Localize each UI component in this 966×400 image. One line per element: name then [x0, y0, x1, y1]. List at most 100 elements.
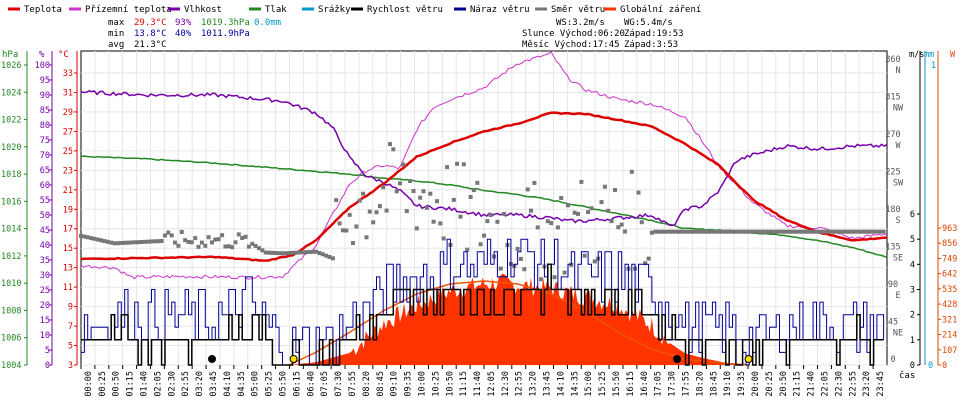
- axis-dir-compass: W: [895, 141, 901, 151]
- wind-direction-point: [848, 229, 853, 234]
- wind-direction-point: [273, 251, 278, 255]
- info-sunset: Západ:19:53: [624, 29, 684, 39]
- wind-direction-point: [518, 256, 523, 261]
- wind-direction-point: [317, 251, 322, 255]
- wind-direction-point: [455, 161, 460, 166]
- wind-direction-point: [794, 229, 799, 234]
- wind-direction-point: [404, 209, 409, 214]
- axis-w-label: 642: [942, 270, 957, 280]
- wind-direction-point: [270, 250, 275, 255]
- wind-direction-point: [827, 229, 832, 234]
- wind-direction-point: [250, 241, 255, 246]
- wind-direction-point: [737, 229, 742, 234]
- wind-direction-point: [643, 261, 648, 266]
- wind-direction-point: [307, 250, 312, 254]
- wind-direction-point: [482, 233, 486, 238]
- wind-direction-point: [290, 250, 295, 255]
- wind-direction-point: [280, 251, 285, 256]
- axis-c-label: 7: [68, 322, 73, 332]
- wind-direction-point: [539, 277, 544, 282]
- axis-pct-unit: %: [39, 50, 45, 60]
- wind-direction-point: [351, 241, 355, 246]
- axis-c-label: 9: [68, 303, 73, 313]
- wind-direction-point: [599, 200, 604, 205]
- wind-direction-point: [461, 162, 466, 167]
- wind-direction-point: [864, 229, 869, 234]
- wind-direction-point: [199, 240, 204, 245]
- axis-dir-compass: S: [895, 216, 900, 226]
- axis-dir-label: 90: [888, 280, 898, 290]
- axis-pct-label: 65: [40, 166, 50, 176]
- info-moonset: Západ:3:53: [624, 40, 678, 50]
- wind-direction-point: [817, 229, 822, 234]
- axis-hpa-unit: hPa: [2, 50, 18, 60]
- x-tick-label: 10:50: [445, 371, 455, 397]
- axis-dir-compass: E: [895, 291, 900, 301]
- stats-value: 21.3°C: [134, 40, 167, 50]
- x-tick-label: 13:45: [543, 371, 553, 397]
- x-tick-label: 15:00: [584, 371, 594, 397]
- wind-direction-point: [579, 179, 584, 184]
- wind-direction-point: [744, 229, 748, 234]
- stats-value: 1019.3hPa: [201, 18, 250, 28]
- wind-direction-point: [169, 233, 174, 238]
- wind-direction-point: [189, 240, 194, 245]
- axis-c-label: 3: [68, 361, 73, 371]
- wind-direction-point: [176, 243, 181, 248]
- wind-direction-point: [260, 248, 265, 253]
- axis-w-label: 749: [942, 254, 957, 264]
- wind-direction-point: [478, 242, 483, 247]
- wind-direction-point: [821, 229, 826, 234]
- x-tick-label: 02:30: [167, 371, 177, 397]
- wind-direction-point: [774, 229, 779, 234]
- wind-direction-point: [562, 270, 567, 275]
- wind-direction-point: [334, 198, 339, 203]
- x-tick-label: 21:15: [793, 371, 803, 397]
- wind-direction-point: [263, 250, 268, 255]
- wind-direction-point: [529, 208, 533, 213]
- wind-direction-point: [230, 245, 235, 250]
- axis-hpa-label: 1024: [1, 88, 21, 98]
- x-tick-label: 01:40: [140, 371, 150, 397]
- wind-direction-point: [475, 180, 480, 185]
- axis-c-label: 21: [63, 186, 73, 196]
- wind-direction-point: [320, 252, 325, 257]
- series-theoretical-radiation: [288, 280, 750, 366]
- wind-direction-point: [226, 244, 231, 249]
- axis-hpa-label: 1006: [1, 334, 21, 344]
- wind-direction-point: [673, 229, 678, 234]
- x-tick-label: 15:50: [612, 371, 622, 397]
- series-humidity: [80, 89, 888, 227]
- axis-w-label: 0: [942, 361, 947, 371]
- wind-direction-point: [727, 229, 732, 234]
- axis-dir-compass: NW: [893, 104, 904, 114]
- axis-c-label: 19: [63, 205, 73, 215]
- wind-direction-point: [807, 229, 812, 234]
- stats-panel: max 29.3°C 93% 1019.3hPa 0.0mm min 13.8°C 40% 10…: [108, 18, 684, 65]
- axis-hpa-label: 1020: [1, 143, 21, 153]
- stats-value: 0.0mm: [254, 18, 281, 28]
- wind-direction-point: [838, 229, 842, 234]
- axis-c-label: 33: [63, 69, 73, 79]
- wind-direction-point: [723, 229, 728, 234]
- wind-direction-point: [488, 213, 493, 218]
- wind-direction-point: [109, 240, 114, 245]
- wind-direction-point: [183, 238, 188, 243]
- axis-pct-label: 95: [40, 76, 50, 86]
- wind-direction-point: [314, 249, 319, 254]
- axis-dir-label: 315: [885, 93, 900, 103]
- legend-label: Náraz větru: [470, 5, 530, 15]
- stats-value: 40%: [175, 29, 192, 39]
- wind-direction-point: [206, 235, 211, 240]
- wind-direction-point: [414, 226, 419, 231]
- legend-label: Směr větru: [551, 5, 605, 15]
- wind-direction-point: [811, 229, 816, 234]
- x-tick-label: 19:35: [737, 371, 747, 397]
- x-tick-label: 17:05: [654, 371, 664, 397]
- axis-w-label: 107: [942, 346, 957, 356]
- x-tick-label: 05:50: [279, 371, 289, 397]
- wind-direction-point: [592, 259, 597, 264]
- wind-direction-point: [310, 249, 315, 254]
- wind-direction-point: [791, 229, 795, 234]
- x-tick-label: 00:25: [98, 371, 108, 397]
